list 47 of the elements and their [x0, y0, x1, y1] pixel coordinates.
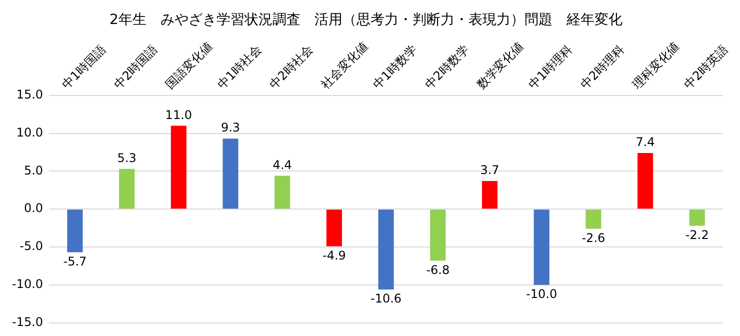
- data-label: -10.6: [370, 292, 402, 306]
- bar: [378, 210, 394, 290]
- x-tick-label: 中1時理科: [526, 42, 576, 92]
- y-tick-label: 0.0: [24, 201, 44, 216]
- data-label: -6.8: [426, 262, 450, 277]
- x-tick-label: 中2時社会: [266, 42, 316, 92]
- bar: [638, 153, 654, 209]
- data-label: 11.0: [165, 108, 192, 122]
- x-tick-label: 理科変化値: [630, 39, 682, 92]
- x-tick-label: 中1時社会: [214, 42, 264, 92]
- data-label: -5.7: [63, 254, 87, 268]
- data-label: 7.4: [636, 135, 655, 150]
- bar: [170, 126, 186, 209]
- y-tick-label: 10.0: [16, 125, 44, 140]
- y-tick-label: -10.0: [12, 277, 44, 292]
- x-tick-label: 中2時国語: [111, 42, 160, 92]
- x-tick-label: 数学変化値: [474, 39, 526, 92]
- x-tick-label: 中1時国語: [59, 42, 108, 92]
- data-label: 4.4: [272, 158, 292, 172]
- data-label: -4.9: [322, 248, 346, 262]
- x-tick-label: 社会変化値: [318, 39, 371, 92]
- bar: [326, 210, 342, 246]
- data-label: -2.2: [685, 228, 709, 242]
- bar: [274, 176, 290, 209]
- data-label: -2.6: [582, 230, 606, 245]
- y-tick-label: -15.0: [12, 314, 44, 329]
- data-label: 9.3: [220, 120, 240, 135]
- data-label: 3.7: [480, 163, 500, 178]
- y-tick-label: -5.0: [20, 239, 44, 254]
- data-label: -10.0: [526, 287, 558, 302]
- bar: [689, 210, 705, 226]
- bar: [67, 210, 83, 252]
- y-tick-label: 15.0: [16, 88, 44, 102]
- data-label: 5.3: [117, 151, 136, 166]
- bar: [586, 210, 602, 229]
- y-tick-label: 5.0: [24, 163, 44, 178]
- x-tick-label: 中1時数学: [370, 42, 420, 92]
- bar: [222, 138, 238, 209]
- bar: [119, 168, 135, 209]
- x-tick-label: 国語変化値: [162, 39, 216, 92]
- x-tick-label: 中2時英語: [681, 42, 731, 92]
- bar: [430, 210, 446, 261]
- chart-title: 2年生 みやざき学習状況調査 活用（思考力・判断力・表現力）問題 経年変化: [110, 12, 622, 28]
- bar: [482, 181, 498, 209]
- x-tick-label: 中2時数学: [422, 42, 472, 92]
- x-tick-label: 中2時理科: [578, 42, 627, 92]
- bar: [534, 210, 550, 285]
